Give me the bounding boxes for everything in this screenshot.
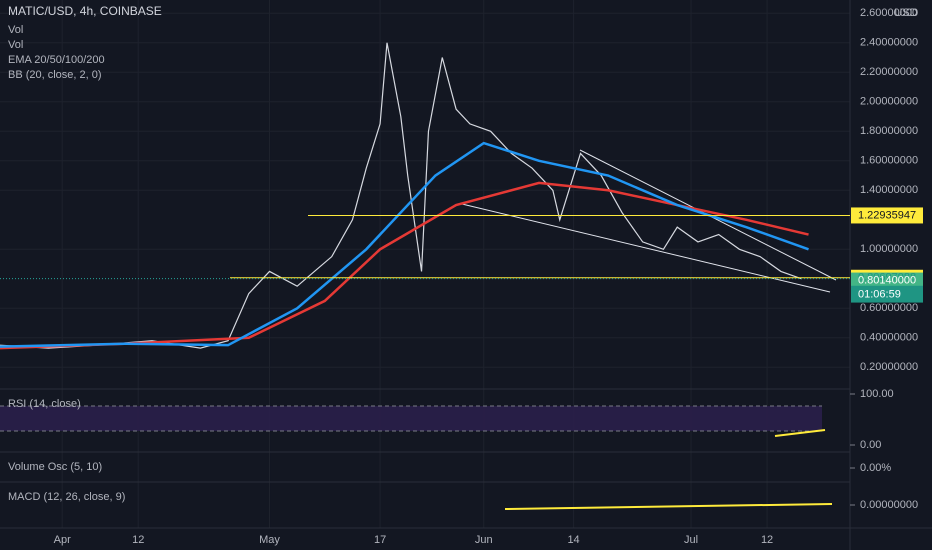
y-tick-label: 2.00000000 <box>860 96 918 108</box>
y-tick-label: 1.80000000 <box>860 125 918 137</box>
macd-trendline <box>504 503 833 510</box>
series-line <box>0 181 809 350</box>
x-tick-label: 12 <box>132 534 144 546</box>
y-tick-label: 2.60000000 <box>860 7 918 19</box>
indicator-title: MACD (12, 26, close, 9) <box>8 491 125 503</box>
indicator-tick-label: 0.00000000 <box>860 499 918 511</box>
x-tick-label: Jul <box>684 534 698 546</box>
x-tick-label: May <box>259 534 280 546</box>
y-tick-label: 0.20000000 <box>860 361 918 373</box>
x-tick-label: 17 <box>374 534 386 546</box>
rsi-trendline <box>774 429 826 437</box>
y-tick-label: 0.40000000 <box>860 332 918 344</box>
legend-item: EMA 20/50/100/200 <box>8 54 105 66</box>
legend-item: BB (20, close, 2, 0) <box>8 69 102 81</box>
y-tick-label: 1.40000000 <box>860 184 918 196</box>
rsi-band <box>0 406 822 431</box>
y-tick-label: 0.60000000 <box>860 302 918 314</box>
legend-item: Vol <box>8 24 23 36</box>
last-price-box <box>851 272 923 303</box>
last-price-label: 0.80140000 <box>858 274 916 286</box>
indicator-title: RSI (14, close) <box>8 398 81 410</box>
x-tick-label: Jun <box>475 534 493 546</box>
countdown: 01:06:59 <box>858 288 901 300</box>
y-tick-label: 1.00000000 <box>860 243 918 255</box>
y-tick-label: 2.20000000 <box>860 66 918 78</box>
indicator-tick-label: 0.00% <box>860 462 891 474</box>
indicator-title: Volume Osc (5, 10) <box>8 461 102 473</box>
legend-item: Vol <box>8 39 23 51</box>
indicator-tick-label: 0.00 <box>860 439 881 451</box>
x-tick-label: 12 <box>761 534 773 546</box>
x-tick-label: 14 <box>567 534 579 546</box>
series-line <box>0 42 802 349</box>
level-label: 1.22935947 <box>858 209 916 221</box>
currency: USD <box>894 7 917 19</box>
currency-box <box>886 4 926 22</box>
level-label-box <box>851 207 923 224</box>
y-tick-label: 1.60000000 <box>860 155 918 167</box>
symbol-title: MATIC/USD, 4h, COINBASE <box>8 4 162 18</box>
indicator-tick-label: 100.00 <box>860 388 894 400</box>
y-tick-label: 2.40000000 <box>860 37 918 49</box>
series-line <box>0 141 809 348</box>
x-tick-label: Apr <box>54 534 71 546</box>
